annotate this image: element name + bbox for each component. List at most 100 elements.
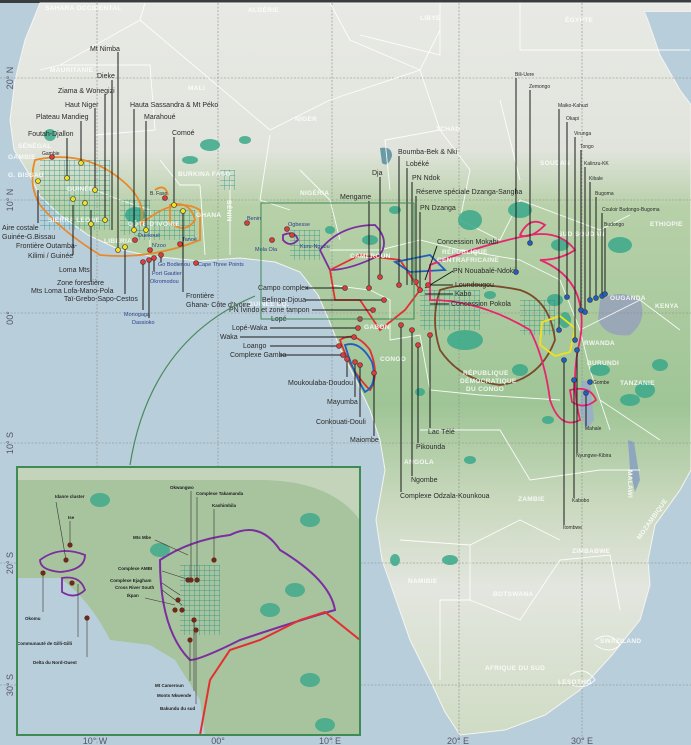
site-label-marahoue[interactable]: Marahoué [144,114,176,121]
site-marker-lac_tele[interactable] [427,332,433,338]
site-label-loango[interactable]: Loango [243,343,266,350]
site-label-ngombe[interactable]: Ngombe [411,477,438,484]
site-marker-belinga[interactable] [381,297,387,303]
inset-label-okomu[interactable]: Okomu [25,616,41,621]
site-label-mayumba[interactable]: Mayumba [327,399,358,406]
inset-label-gilli[interactable]: Communauté de Gilli-Gilli [17,641,72,646]
site-marker-zone_forestiere_1[interactable] [88,221,94,227]
site-marker-okapi[interactable] [564,294,570,300]
site-marker-loango[interactable] [336,343,342,349]
site-marker-pikounda[interactable] [415,342,421,348]
inset-label-cross_river[interactable]: Cross River South [115,585,155,590]
site-label-aire_costale_2[interactable]: Guinée-G.Bissau [2,234,55,241]
site-label-zone_forestiere_1[interactable]: Zone forestière [57,280,104,287]
site-label-boumba[interactable]: Boumba-Bek & Nki [398,149,458,156]
site-label-belinga[interactable]: Belinga-Djoua [262,297,306,304]
inset-label-mt_cameroun[interactable]: Mt Cameroun [155,683,184,688]
site-marker-ngombe[interactable] [409,327,415,333]
site-marker-mt_nimba[interactable] [115,247,121,253]
site-label-bfaso_site[interactable]: B. Faso [150,191,167,197]
site-label-gambie_site[interactable]: Gambie [42,151,60,157]
inset-label-idanre[interactable]: Idanre cluster [55,494,85,499]
site-marker-nyungwe[interactable] [574,347,580,353]
site-label-budongo[interactable]: Budongo [604,222,624,228]
site-marker-marahoue[interactable] [143,227,149,233]
inset-label-kashimbila[interactable]: Kashimbila [212,503,237,508]
site-marker-ghana_civ_1[interactable] [180,208,186,214]
site-label-pokola[interactable]: Concession Pokola [451,301,511,308]
site-marker-mahale[interactable] [583,390,589,396]
site-marker-mengame[interactable] [366,285,372,291]
site-label-kalinzu[interactable]: Kalinzu-KK [584,161,609,167]
site-label-outamba_1[interactable]: Frontière Outamba- [16,243,78,250]
site-marker-itombwe[interactable] [561,357,567,363]
site-label-zemongo[interactable]: Zemongo [529,84,550,90]
site-label-maiombe[interactable]: Maiombe [350,437,379,444]
inset-label-nkwende[interactable]: Monts Nkwende [157,693,192,698]
site-marker-dzanga[interactable] [417,287,423,293]
site-marker-monogaga[interactable] [140,259,146,265]
site-label-couloir[interactable]: Couloir Budongo-Bugoma [602,207,660,213]
site-marker-benin_site[interactable] [244,220,250,226]
site-marker-waka[interactable] [351,334,357,340]
site-label-mokabi[interactable]: Concession Mokabi [437,239,499,246]
site-label-virunga[interactable]: Virunga [574,131,591,137]
site-marker-haute_sassandra[interactable] [131,227,137,233]
inset-label-ejagham[interactable]: Complexe Ejagham [110,578,152,583]
site-marker-odzala[interactable] [398,322,404,328]
site-marker-dassioko[interactable] [146,257,152,263]
site-label-conkouati[interactable]: Conkouati-Douli [316,419,366,426]
site-marker-port_gautier[interactable] [151,255,157,261]
site-marker-ziama[interactable] [102,217,108,223]
site-marker-loundougou[interactable] [425,282,431,288]
inset-marker-ikpan[interactable] [172,607,178,613]
site-marker-bugoma[interactable] [593,295,599,301]
site-label-pikounda[interactable]: Pikounda [416,444,445,451]
site-label-haute_sassandra[interactable]: Hauta Sassandra & Mt Péko [130,102,218,109]
inset-marker-bakundu[interactable] [193,627,199,633]
site-label-odzala[interactable]: Complexe Odzala-Kounkoua [400,493,490,500]
inset-marker-cross_river[interactable] [179,607,185,613]
site-marker-boumba[interactable] [396,282,402,288]
site-marker-comoe[interactable] [171,202,177,208]
site-label-zone_forestiere_2[interactable]: Mts Loma Lofa-Mano-Pola [31,288,114,295]
site-label-gamba[interactable]: Complexe Gamba [230,352,287,359]
site-label-dieke[interactable]: Dieke [97,73,115,80]
site-label-ghana_civ_2[interactable]: Ghana- Côte d'Ivoire [186,302,250,309]
site-label-loundougou[interactable]: Loundougou [455,282,494,289]
site-marker-dja[interactable] [377,274,383,280]
site-marker-kabobo[interactable] [571,377,577,383]
site-label-kabobo[interactable]: Kabobo [572,498,589,504]
site-marker-aire_costale_1[interactable] [35,178,41,184]
site-label-plateau_mandieg[interactable]: Plateau Mandieg [36,114,89,121]
site-marker-loma[interactable] [82,200,88,206]
site-label-dzanga[interactable]: PN Dzanga [420,205,456,212]
site-marker-campo[interactable] [342,285,348,291]
site-marker-zemongo[interactable] [527,240,533,246]
site-marker-kuru_nguru[interactable] [289,232,295,238]
site-label-gombe[interactable]: Gombe [593,380,610,386]
site-marker-budongo[interactable] [602,291,608,297]
site-marker-conkouati[interactable] [357,362,363,368]
site-label-mola_ola[interactable]: Mola Ola [255,247,278,253]
site-label-moukoulaba[interactable]: Moukoulaba-Doudou [288,380,353,387]
site-label-outamba_2[interactable]: Kilimi / Guinée [28,253,73,260]
site-label-waka[interactable]: Waka [220,334,238,341]
site-label-nzoo[interactable]: N'zoo [152,243,166,249]
site-label-port_gautier[interactable]: Port Gautier [152,271,182,277]
site-label-kabo[interactable]: Kabo [455,291,471,298]
site-label-kibale[interactable]: Kibale [589,176,603,182]
inset-marker-delta[interactable] [84,615,90,621]
inset-label-ikpan[interactable]: Ikpan [127,593,139,598]
site-label-campo[interactable]: Campo complex [258,285,309,292]
site-label-maiko[interactable]: Maiko-Kahuzi [558,103,588,109]
site-label-nyungwe[interactable]: Nyungwe-Kibira [576,453,612,459]
inset-label-ambi[interactable]: Complexe AMBI [118,566,152,571]
site-label-bili_uere[interactable]: Bili-Uere [515,72,534,78]
inset-marker-gilli[interactable] [69,580,75,586]
site-marker-go_bodienou[interactable] [158,252,164,258]
site-label-go_bodienou[interactable]: Go Bodienou [158,262,190,268]
site-marker-kibale[interactable] [587,297,593,303]
site-label-duekoue[interactable]: Duekoué [138,233,160,239]
site-label-itombwe[interactable]: Itombwe [563,525,582,531]
